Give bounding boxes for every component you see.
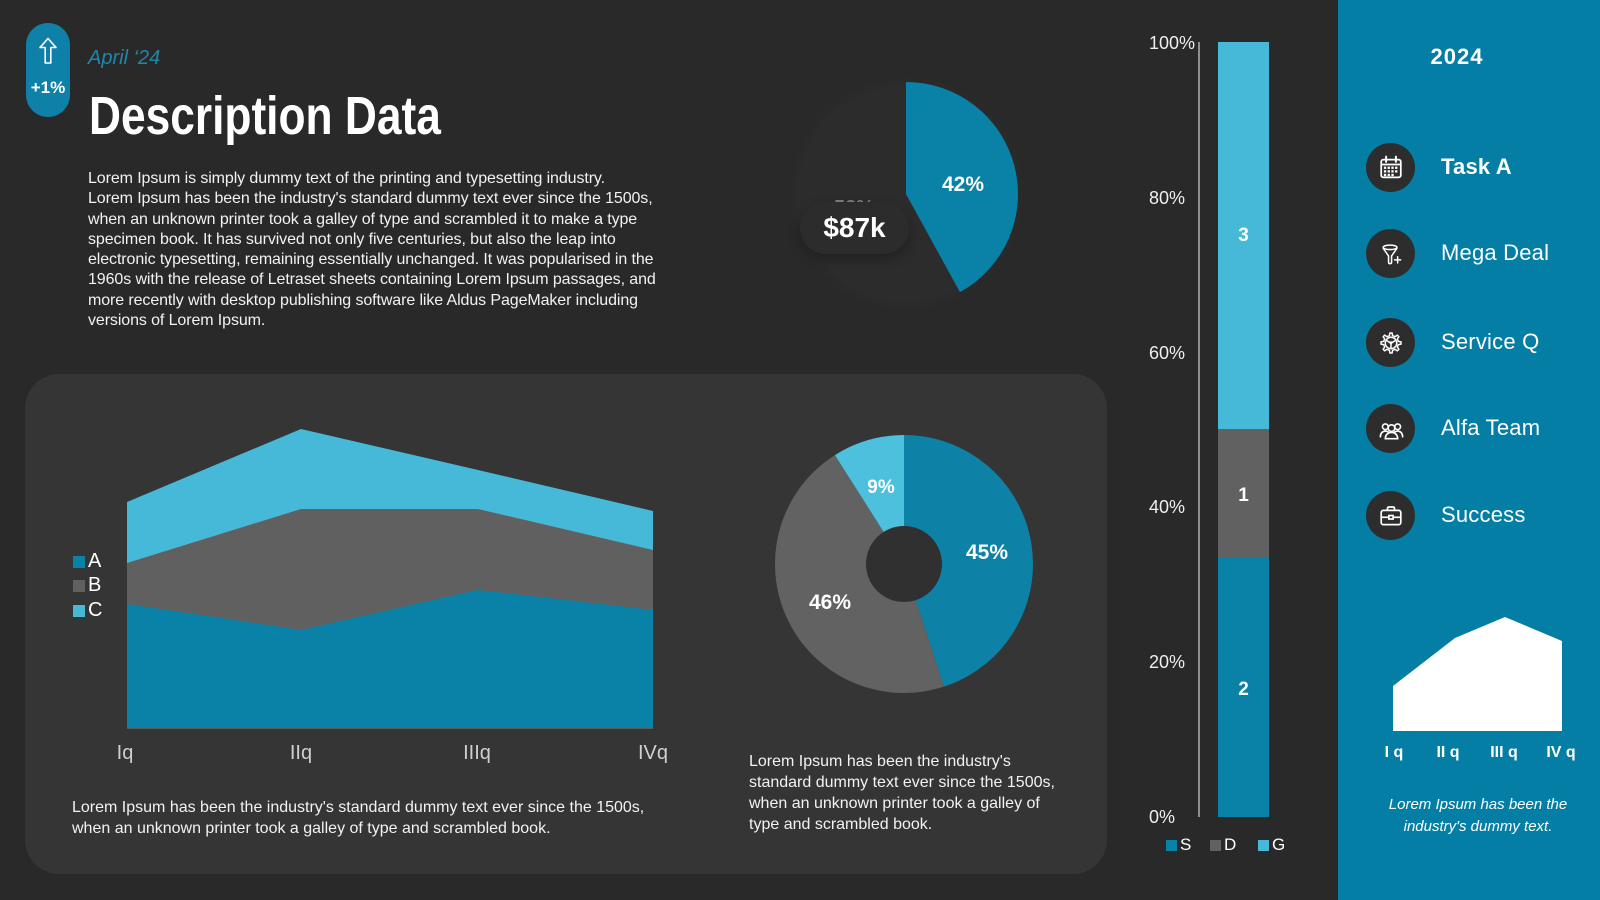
svg-text:9%: 9%	[867, 477, 895, 498]
svg-text:45%: 45%	[966, 541, 1008, 564]
svg-text:46%: 46%	[809, 591, 851, 614]
svg-text:42%: 42%	[942, 173, 984, 196]
